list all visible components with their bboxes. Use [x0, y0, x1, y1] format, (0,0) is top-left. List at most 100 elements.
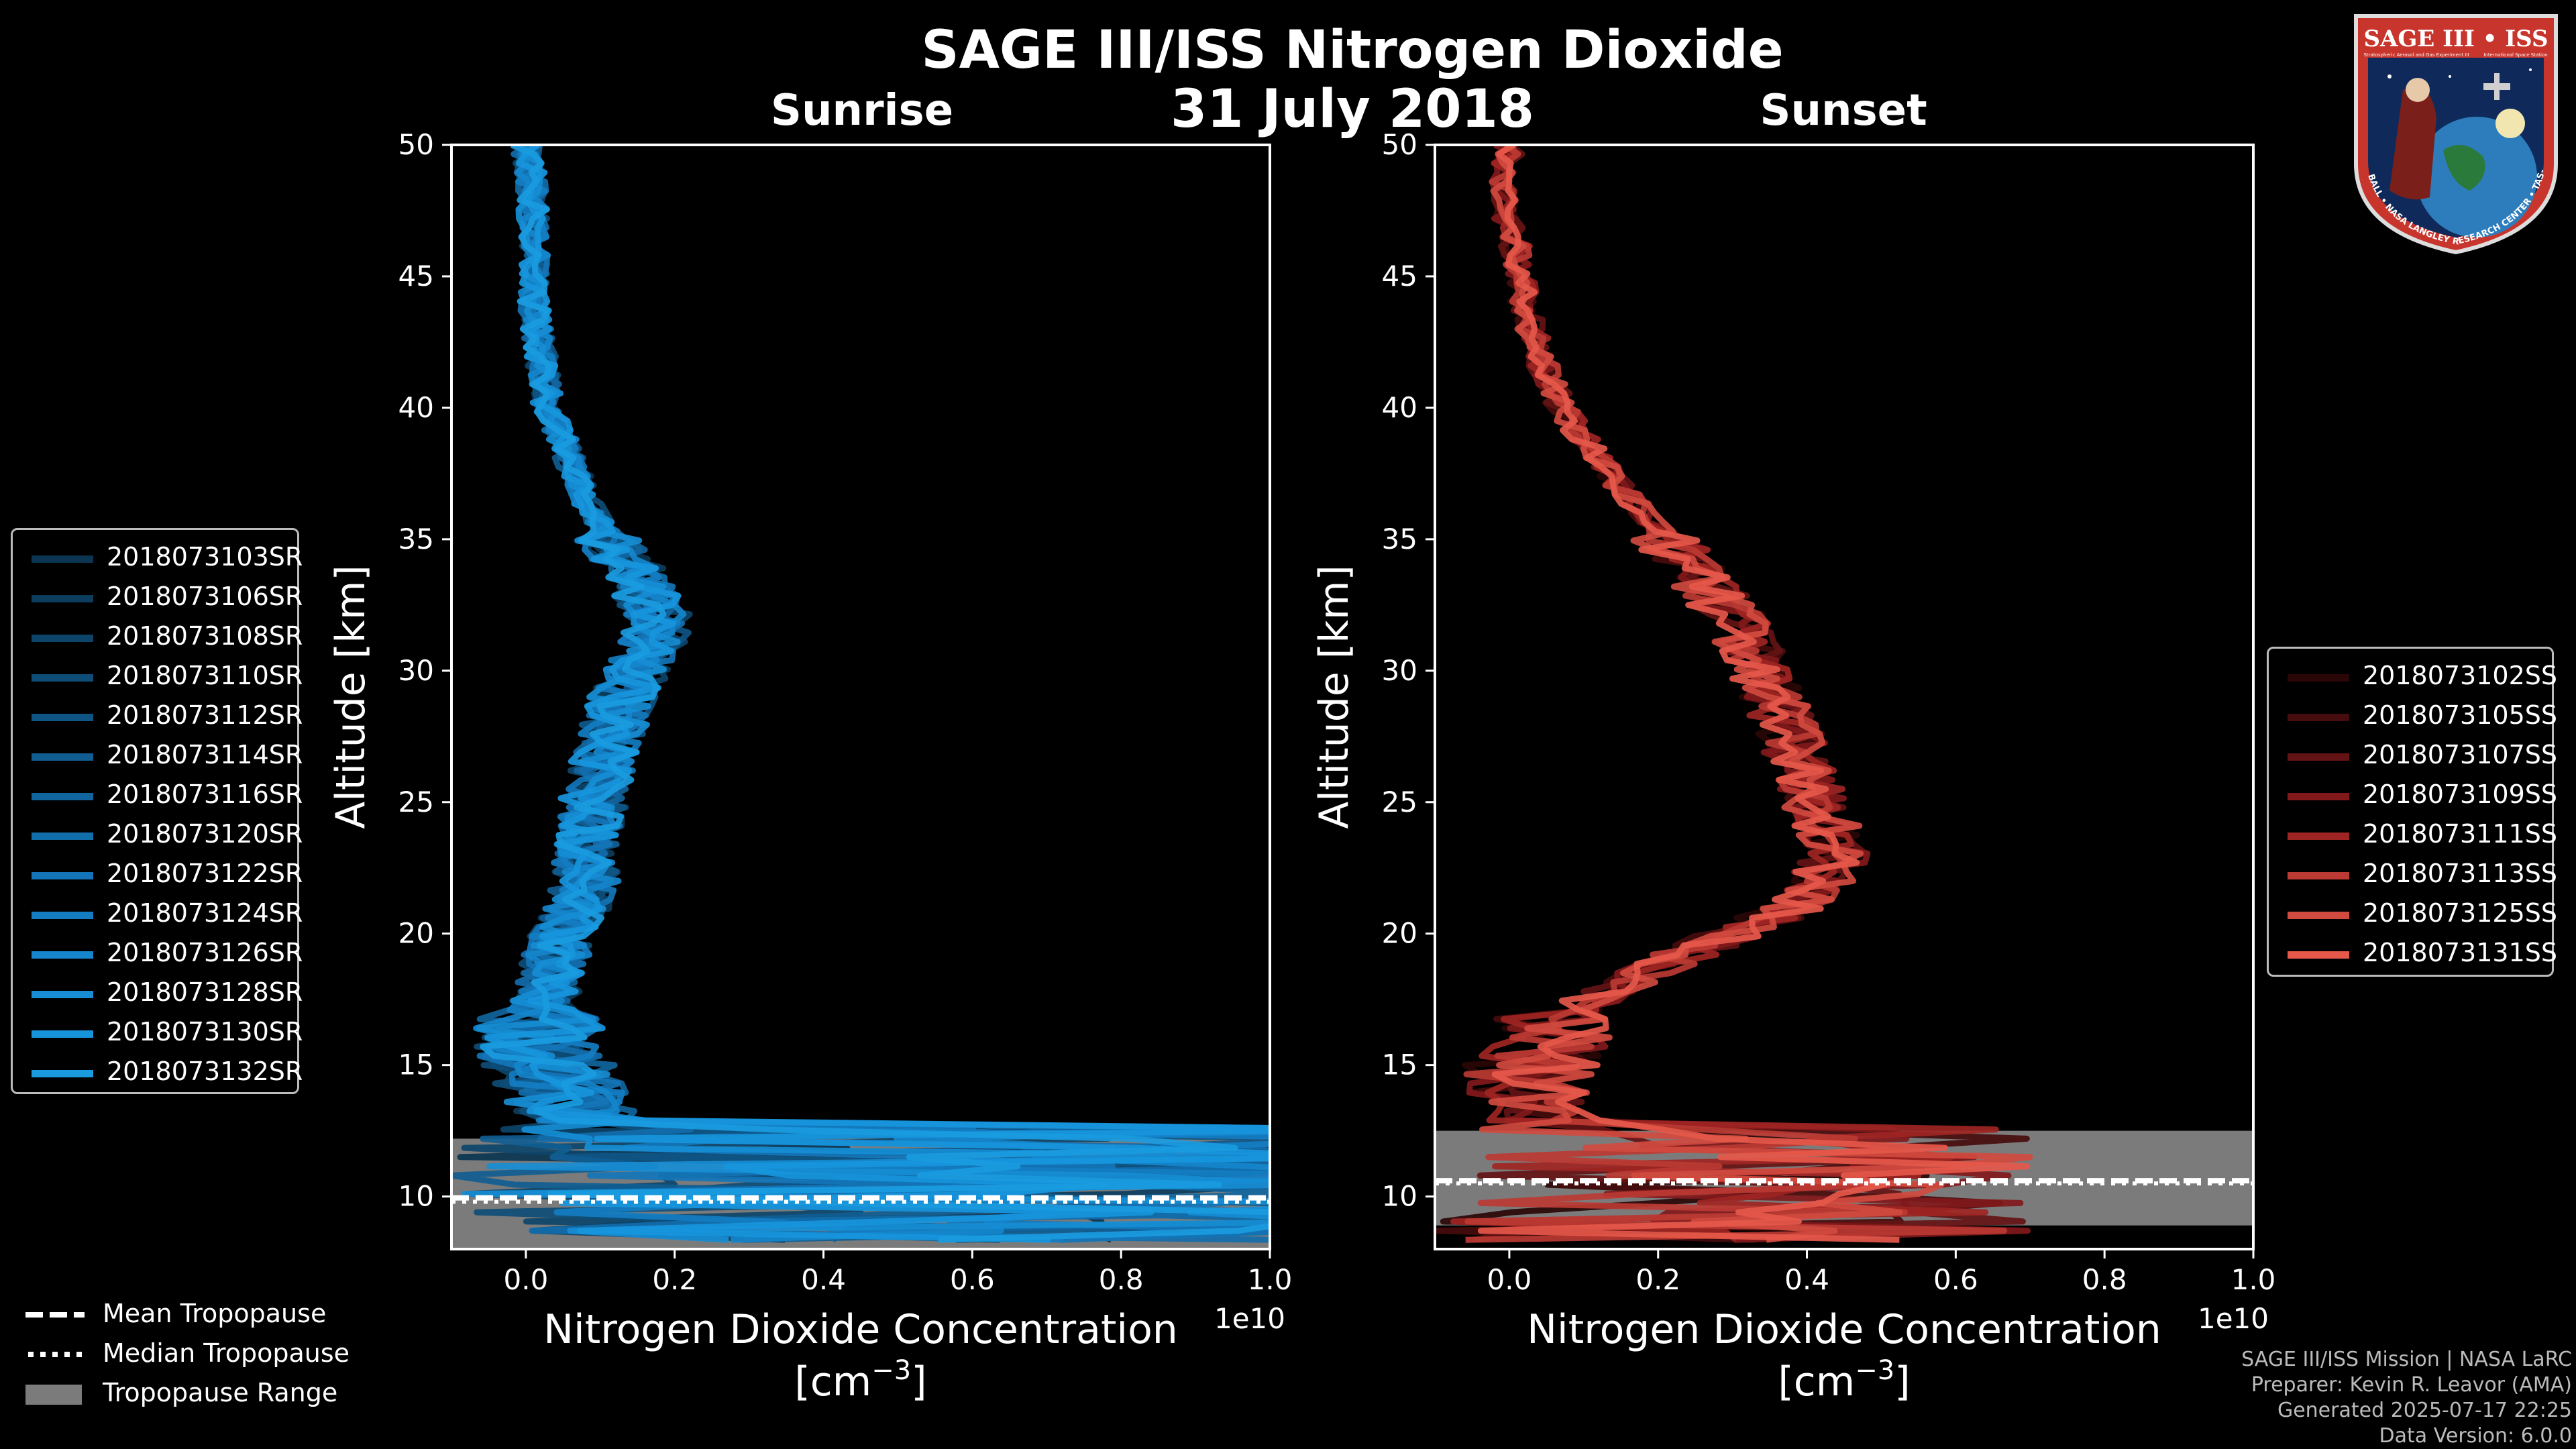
legend-line-swatch — [32, 793, 93, 800]
y-tick-label: 10 — [398, 1180, 434, 1213]
logo-title: SAGE III • ISS — [2363, 25, 2548, 52]
legend-line-swatch — [32, 951, 93, 959]
y-axis-label: Altitude [km] — [327, 565, 374, 829]
legend-label: 2018073107SS — [2363, 740, 2558, 769]
x-axis-units: [cm−3] — [794, 1355, 926, 1405]
legend-label: Tropopause Range — [103, 1378, 338, 1407]
x-scale-label: 1e10 — [2198, 1302, 2269, 1335]
legend-label: 2018073126SR — [107, 938, 303, 967]
chart-title: SAGE III/ISS Nitrogen Dioxide — [921, 20, 1784, 80]
y-tick-label: 20 — [398, 917, 434, 950]
x-axis-label: Nitrogen Dioxide Concentration — [543, 1306, 1178, 1353]
x-tick-label: 0.4 — [1784, 1263, 1829, 1296]
legend-label: 2018073120SR — [107, 819, 303, 849]
sunset-legend-entry: 2018073107SS — [2269, 737, 2557, 776]
sunset-legend-entry: 2018073102SS — [2269, 658, 2557, 697]
logo-subtitle-left: Stratospheric Aerosol and Gas Experiment… — [2363, 52, 2469, 58]
x-tick-label: 0.6 — [950, 1263, 995, 1296]
legend-line-swatch — [2288, 912, 2349, 919]
legend-label: 2018073114SR — [107, 740, 303, 769]
sunset-legend-entry: 2018073105SS — [2269, 698, 2557, 737]
sunset-legend-entry: 2018073109SS — [2269, 777, 2557, 816]
profile-line-2018073131SS — [1477, 145, 2031, 1243]
sunrise-plot: 10 15 20 25 30 35 40 45 50 0.0 0.2 0.4 0.6 0.8 1.0 1e10… — [327, 128, 1293, 1405]
credit-line: Generated 2025-07-17 22:25 — [2277, 1399, 2572, 1422]
x-tick-label: 0.4 — [801, 1263, 846, 1296]
y-axis-label: Altitude [km] — [1311, 565, 1358, 829]
sunrise-legend-entry: 2018073132SR — [13, 1054, 303, 1093]
legend-label: 2018073106SR — [107, 582, 303, 611]
sunset-legend-entry: 2018073125SS — [2269, 896, 2557, 934]
sunrise-legend-entry: 2018073122SR — [13, 856, 303, 895]
x-tick-label: 1.0 — [1248, 1263, 1293, 1296]
legend-line-swatch — [2288, 714, 2349, 721]
profile-line-2018073132SR — [480, 145, 1270, 1243]
x-tick-label: 0.0 — [1487, 1263, 1532, 1296]
sunrise-panel-title: Sunrise — [770, 86, 954, 136]
legend-label: Median Tropopause — [103, 1338, 350, 1368]
sunrise-legend-entry: 2018073116SR — [13, 777, 303, 816]
legend-label: 2018073113SS — [2363, 859, 2558, 888]
legend-label: 2018073124SR — [107, 898, 303, 928]
sunset-plot: 10 15 20 25 30 35 40 45 50 0.0 0.2 0.4 0.6 0.8 1.0 1e10… — [1311, 128, 2275, 1405]
plot-frame — [1434, 144, 2255, 1250]
sunset-legend: 2018073102SS 2018073105SS 2018073107SS 2018… — [2267, 647, 2558, 977]
sunset-panel-title: Sunset — [1760, 86, 1927, 136]
legend-line-swatch — [32, 1030, 93, 1038]
profile-line-2018073128SR — [460, 145, 1270, 1243]
sunrise-legend-entry: 2018073108SR — [13, 619, 303, 657]
sunrise-legend: 2018073103SR 2018073106SR 2018073108SR 2018… — [11, 528, 303, 1094]
sunrise-legend-entry: 2018073106SR — [13, 579, 303, 618]
legend-line-swatch — [2288, 951, 2349, 959]
y-tick-label: 50 — [398, 128, 434, 161]
profile-line-2018073130SR — [484, 145, 1270, 1243]
legend-label: 2018073132SR — [107, 1057, 303, 1086]
credits: SAGE III/ISS Mission | NASA LaRC Prepare… — [2241, 1347, 2572, 1449]
legend-line-swatch — [32, 674, 93, 682]
x-axis-label: Nitrogen Dioxide Concentration — [1527, 1306, 2161, 1353]
sunrise-legend-entry: 2018073112SR — [13, 698, 303, 737]
legend-line-swatch — [2288, 833, 2349, 840]
plot-area — [451, 145, 1270, 1249]
legend-label: 2018073128SR — [107, 977, 303, 1007]
x-tick-label: 0.0 — [504, 1263, 549, 1296]
legend-label: 2018073125SS — [2363, 898, 2558, 928]
profile-line-2018073125SS — [1479, 145, 2033, 1243]
x-tick-label: 1.0 — [2231, 1263, 2276, 1296]
y-tick-label: 25 — [398, 786, 434, 818]
sunrise-legend-entry: 2018073124SR — [13, 896, 303, 934]
sunrise-legend-entry: 2018073114SR — [13, 737, 303, 776]
legend-line-swatch — [32, 753, 93, 761]
legend-line-swatch — [2288, 674, 2349, 682]
legend-label: 2018073111SS — [2363, 819, 2558, 849]
legend-label: Mean Tropopause — [103, 1299, 327, 1328]
tropopause-legend: Mean Tropopause Median Tropopause Tropop… — [0, 1295, 402, 1429]
y-tick-label: 25 — [1382, 786, 1417, 818]
legend-label: 2018073105SS — [2363, 700, 2558, 730]
legend-line-swatch — [2288, 793, 2349, 800]
credit-line: Preparer: Kevin R. Leavor (AMA) — [2251, 1373, 2572, 1397]
legend-label: 2018073122SR — [107, 859, 303, 888]
y-tick-label: 50 — [1382, 128, 1417, 161]
legend-label: 2018073116SR — [107, 780, 303, 809]
x-tick-label: 0.2 — [652, 1263, 697, 1296]
y-tick-label: 10 — [1382, 1180, 1417, 1213]
legend-label: 2018073108SR — [107, 621, 303, 651]
dotted-line-swatch — [28, 1352, 85, 1357]
credit-line: Data Version: 6.0.0 — [2379, 1424, 2572, 1448]
legend-line-swatch — [2288, 872, 2349, 879]
y-tick-label: 15 — [1382, 1049, 1417, 1081]
sunrise-legend-entry: 2018073126SR — [13, 935, 303, 974]
y-tick-label: 45 — [398, 260, 434, 292]
y-tick-label: 20 — [1382, 917, 1417, 950]
x-tick-label: 0.8 — [1099, 1263, 1144, 1296]
legend-line-swatch — [32, 714, 93, 721]
legend-label: 2018073103SR — [107, 542, 303, 572]
legend-line-swatch — [32, 555, 93, 563]
y-tick-label: 35 — [1382, 523, 1417, 555]
legend-line-swatch — [32, 912, 93, 919]
plot-area — [1435, 145, 2253, 1243]
sunset-legend-entry: 2018073111SS — [2269, 816, 2557, 855]
chart-date: 31 July 2018 — [1170, 79, 1535, 140]
